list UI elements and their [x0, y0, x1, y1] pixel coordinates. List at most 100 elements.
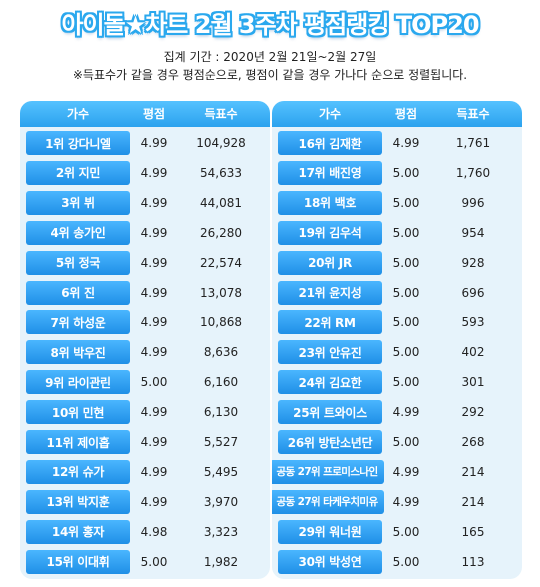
table-row: 16위 김재환 4.99 1,761: [272, 130, 522, 155]
table-row: 2위 지민 4.99 54,633: [20, 160, 270, 185]
table-row: 공동 27위 프로미스나인 4.99 214: [272, 459, 522, 484]
votes-cell: 5,495: [203, 464, 239, 479]
header-score: 평점: [142, 107, 166, 121]
header-singer: 가수: [66, 107, 90, 121]
votes-cell: 402: [461, 345, 485, 360]
table-header: 가수 평점 득표수: [20, 101, 270, 127]
votes-cell: 214: [461, 494, 485, 509]
score-cell: 5.00: [140, 375, 168, 390]
table-row: 1위 강다니엘 4.99 104,928: [20, 130, 270, 155]
votes-cell: 928: [461, 255, 485, 270]
votes-cell: 10,868: [200, 315, 242, 330]
singer-rank-badge: 19위 김우석: [278, 220, 382, 245]
votes-cell: 214: [461, 464, 485, 479]
votes-cell: 1,760: [455, 165, 491, 180]
votes-cell: 3,323: [203, 524, 239, 539]
singer-rank-badge: 29위 워너원: [278, 519, 382, 544]
table-row: 19위 김우석 5.00 954: [272, 220, 522, 245]
score-cell: 4.99: [140, 225, 168, 240]
singer-rank-badge: 9위 라이관린: [26, 370, 130, 395]
votes-cell: 44,081: [200, 195, 242, 210]
ranking-table-right: 가수 평점 득표수 16위 김재환 4.99 1,761 17위 배진영 5.00 1,7…: [272, 101, 522, 579]
singer-rank-badge: 4위 송가인: [26, 220, 130, 245]
votes-cell: 696: [461, 285, 485, 300]
votes-cell: 268: [461, 435, 485, 449]
score-cell: 4.99: [140, 405, 168, 420]
singer-rank-badge: 6위 진: [26, 280, 130, 305]
table-row: 8위 박우진 4.99 8,636: [20, 339, 270, 365]
votes-cell: 954: [461, 225, 485, 240]
votes-cell: 22,574: [200, 255, 242, 270]
singer-rank-badge: 13위 박지훈: [26, 489, 130, 514]
table-row: 4위 송가인 4.99 26,280: [20, 220, 270, 245]
table-row: 18위 백호 5.00 996: [272, 190, 522, 215]
table-row: 공동 27위 타케우치미유 4.99 214: [272, 489, 522, 514]
singer-rank-badge: 26위 방탄소년단: [278, 430, 382, 454]
score-cell: 4.99: [140, 165, 168, 180]
table-row: 7위 하성운 4.99 10,868: [20, 309, 270, 335]
score-cell: 5.00: [392, 345, 420, 360]
table-row: 5위 정국 4.99 22,574: [20, 250, 270, 275]
score-cell: 4.99: [392, 405, 420, 420]
singer-rank-badge: 공동 27위 타케우치미유: [272, 489, 384, 514]
table-row: 20위 JR 5.00 928: [272, 250, 522, 275]
ranking-table-left: 가수 평점 득표수 1위 강다니엘 4.99 104,928 2위 지민 4.99 54,…: [20, 101, 270, 579]
table-row: 23위 안유진 5.00 402: [272, 339, 522, 365]
score-cell: 4.99: [140, 435, 168, 449]
votes-cell: 13,078: [200, 285, 242, 300]
title-text: 아이돌★차트 2월 3주차 평점랭킹 TOP20: [61, 10, 479, 39]
score-cell: 5.00: [392, 315, 420, 330]
singer-rank-badge: 12위 슈가: [26, 459, 130, 484]
score-cell: 5.00: [392, 255, 420, 270]
votes-cell: 3,970: [203, 494, 239, 509]
score-cell: 4.98: [140, 524, 168, 539]
score-cell: 5.00: [392, 165, 420, 180]
score-cell: 5.00: [392, 524, 420, 539]
score-cell: 4.99: [392, 464, 420, 479]
singer-rank-badge: 18위 백호: [278, 190, 382, 215]
header-score: 평점: [394, 107, 418, 121]
votes-cell: 1,761: [455, 136, 491, 150]
table-row: 22위 RM 5.00 593: [272, 309, 522, 335]
votes-cell: 301: [461, 375, 485, 390]
singer-rank-badge: 15위 이대휘: [26, 549, 130, 574]
votes-cell: 165: [461, 524, 485, 539]
score-cell: 5.00: [392, 195, 420, 210]
score-cell: 4.99: [140, 494, 168, 509]
table-row: 10위 민현 4.99 6,130: [20, 399, 270, 425]
singer-rank-badge: 7위 하성운: [26, 310, 130, 335]
score-cell: 4.99: [140, 315, 168, 330]
votes-cell: 26,280: [200, 225, 242, 240]
score-cell: 4.99: [140, 195, 168, 210]
votes-cell: 8,636: [203, 345, 239, 360]
page-title: 아이돌★차트 2월 3주차 평점랭킹 TOP20: [0, 6, 540, 39]
singer-rank-badge: 1위 강다니엘: [26, 131, 130, 155]
score-cell: 5.00: [392, 375, 420, 390]
singer-rank-badge: 5위 정국: [26, 250, 130, 275]
singer-rank-badge: 공동 27위 프로미스나인: [272, 459, 384, 484]
table-row: 26위 방탄소년단 5.00 268: [272, 429, 522, 454]
votes-cell: 996: [461, 195, 485, 210]
score-cell: 4.99: [140, 136, 168, 150]
score-cell: 4.99: [140, 255, 168, 270]
votes-cell: 6,130: [203, 405, 239, 420]
votes-cell: 54,633: [200, 165, 242, 180]
score-cell: 4.99: [140, 464, 168, 479]
table-row: 3위 뷔 4.99 44,081: [20, 190, 270, 215]
score-cell: 5.00: [392, 554, 420, 569]
singer-rank-badge: 24위 김요한: [278, 370, 382, 395]
singer-rank-badge: 2위 지민: [26, 160, 130, 185]
header-votes: 득표수: [204, 107, 238, 121]
votes-cell: 593: [461, 315, 485, 330]
singer-rank-badge: 11위 제이홉: [26, 430, 130, 454]
score-cell: 5.00: [392, 435, 420, 449]
votes-cell: 6,160: [203, 375, 239, 390]
votes-cell: 292: [461, 405, 485, 420]
singer-rank-badge: 30위 박성연: [278, 549, 382, 574]
table-row: 12위 슈가 4.99 5,495: [20, 459, 270, 484]
score-cell: 4.99: [140, 285, 168, 300]
score-cell: 5.00: [140, 554, 168, 569]
score-cell: 5.00: [392, 225, 420, 240]
header-singer: 가수: [318, 107, 342, 121]
votes-cell: 104,928: [196, 136, 246, 150]
